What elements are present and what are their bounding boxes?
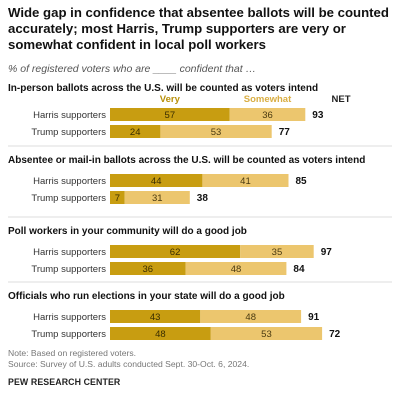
footer-brand: PEW RESEARCH CENTER (8, 377, 121, 387)
value-somewhat-p4-trump: 53 (261, 329, 272, 340)
legend-net: NET (332, 94, 351, 105)
value-net-p1-trump: 77 (279, 127, 291, 138)
category-label-p3-trump: Trump supporters (31, 264, 106, 275)
bar-very-p2-trump (110, 191, 125, 204)
value-very-p2-trump: 7 (115, 193, 120, 204)
chart-subtitle: % of registered voters who are ____ conf… (8, 63, 257, 75)
bar-very-p3-trump (110, 262, 186, 275)
value-somewhat-p2-trump: 31 (152, 193, 163, 204)
bar-somewhat-p3-trump (185, 262, 287, 275)
value-net-p1-harris: 93 (312, 110, 324, 121)
value-very-p3-harris: 62 (170, 247, 181, 258)
bar-very-p1-harris (110, 108, 230, 121)
value-very-p4-harris: 43 (150, 312, 161, 323)
category-label-p1-trump: Trump supporters (31, 127, 106, 138)
value-somewhat-p1-harris: 36 (262, 110, 273, 121)
value-net-p4-harris: 91 (308, 312, 320, 323)
category-label-p4-harris: Harris supporters (33, 312, 106, 323)
value-net-p3-harris: 97 (321, 247, 333, 258)
bar-very-p4-trump (110, 327, 211, 340)
legend-somewhat: Somewhat (244, 94, 292, 105)
bar-very-p2-harris (110, 174, 203, 187)
bar-somewhat-p4-trump (210, 327, 323, 340)
panel-title-1: In-person ballots across the U.S. will b… (8, 83, 318, 94)
value-very-p2-harris: 44 (151, 176, 162, 187)
bar-somewhat-p1-harris (229, 108, 306, 121)
category-label-p4-trump: Trump supporters (31, 329, 106, 340)
panel-title-3: Poll workers in your community will do a… (8, 226, 247, 237)
bar-very-p3-harris (110, 245, 241, 258)
chart-title: Wide gap in confidence that absentee bal… (8, 5, 389, 52)
category-label-p3-harris: Harris supporters (33, 247, 106, 258)
value-net-p3-trump: 84 (293, 264, 305, 275)
value-net-p4-trump: 72 (329, 329, 341, 340)
footer-note: Note: Based on registered voters. (8, 348, 137, 358)
value-somewhat-p2-harris: 41 (240, 176, 251, 187)
category-label-p1-harris: Harris supporters (33, 110, 106, 121)
bar-somewhat-p3-harris (240, 245, 314, 258)
value-very-p1-harris: 57 (165, 110, 176, 121)
category-label-p2-trump: Trump supporters (31, 193, 106, 204)
legend-very: Very (160, 94, 181, 105)
value-very-p1-trump: 24 (130, 127, 141, 138)
footer-source: Source: Survey of U.S. adults conducted … (8, 359, 250, 369)
bar-somewhat-p1-trump (160, 125, 272, 138)
value-somewhat-p3-harris: 35 (272, 247, 283, 258)
panel-title-2: Absentee or mail-in ballots across the U… (8, 155, 365, 166)
bar-somewhat-p4-harris (200, 310, 302, 323)
bar-somewhat-p2-trump (124, 191, 190, 204)
value-net-p2-trump: 38 (197, 193, 209, 204)
bar-somewhat-p2-harris (202, 174, 289, 187)
category-label-p2-harris: Harris supporters (33, 176, 106, 187)
value-very-p3-trump: 36 (143, 264, 154, 275)
value-net-p2-harris: 85 (296, 176, 308, 187)
value-somewhat-p3-trump: 48 (231, 264, 242, 275)
bar-very-p4-harris (110, 310, 201, 323)
value-somewhat-p4-harris: 48 (245, 312, 256, 323)
value-very-p4-trump: 48 (155, 329, 166, 340)
value-somewhat-p1-trump: 53 (211, 127, 222, 138)
panel-title-4: Officials who run elections in your stat… (8, 291, 285, 302)
bar-very-p1-trump (110, 125, 161, 138)
